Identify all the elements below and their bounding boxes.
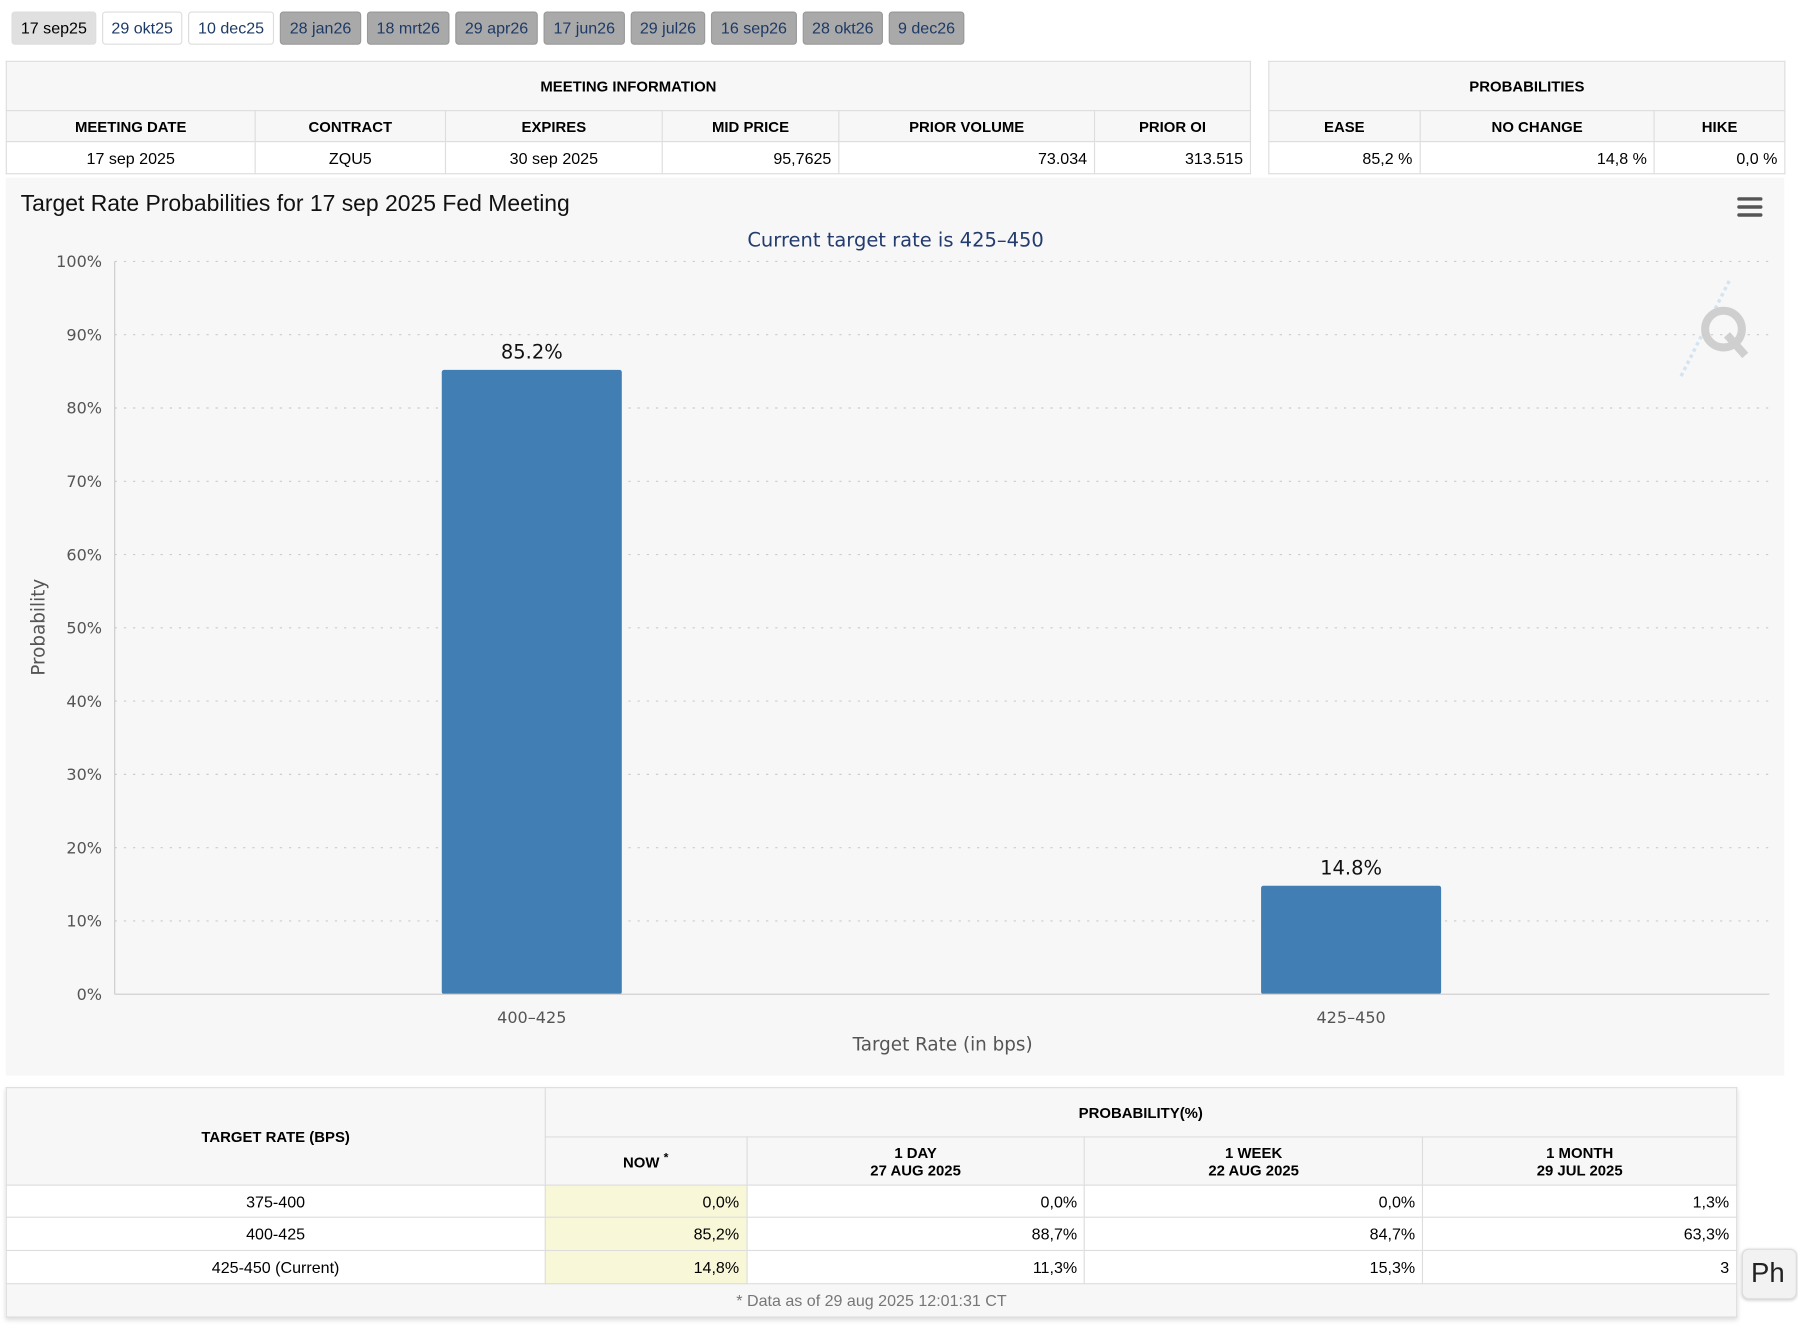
cell-week: 15,3% [1084, 1249, 1424, 1285]
tab-17-jun26[interactable]: 17 jun26 [543, 11, 625, 45]
col-1-day: 1 DAY 27 AUG 2025 [746, 1136, 1086, 1186]
y-tick-label: 20% [66, 838, 102, 857]
x-tick-label: 425–450 [1316, 1008, 1385, 1027]
cell-month: 3 [1422, 1249, 1738, 1285]
y-tick-label: 50% [66, 619, 102, 638]
tab-17-sep25[interactable]: 17 sep25 [11, 11, 97, 45]
col-now: NOW * [544, 1136, 748, 1186]
chart-subtitle: Current target rate is 425–450 [747, 229, 1043, 252]
bar-425–450[interactable] [1261, 885, 1442, 995]
y-tick-label: 70% [66, 472, 102, 491]
target-rate-chart: Target Rate Probabilities for 17 sep 202… [5, 177, 1785, 1076]
col-label: NOW [622, 1153, 660, 1171]
chart-svg: Target Rate Probabilities for 17 sep 202… [21, 190, 1770, 1055]
y-tick-label: 40% [66, 692, 102, 711]
col-target-rate: TARGET RATE (BPS) [5, 1087, 546, 1186]
col-prior-volume: PRIOR VOLUME [838, 110, 1096, 143]
no-change-value: 14,8 % [1419, 141, 1655, 175]
bar-400–425[interactable] [441, 369, 622, 995]
cell-rate: 400-425 [5, 1216, 546, 1252]
q-watermark-logo [1678, 280, 1749, 380]
x-tick-label: 400–425 [497, 1008, 566, 1027]
x-axis-title: Target Rate (in bps) [852, 1034, 1033, 1055]
contract: ZQU5 [254, 141, 447, 175]
meeting-info-title: MEETING INFORMATION [5, 60, 1252, 112]
col-label: 1 MONTH [1546, 1143, 1614, 1162]
probability-header: PROBABILITY(%) [544, 1087, 1738, 1138]
cell-month: 1,3% [1422, 1184, 1738, 1218]
col-expires: EXPIRES [444, 110, 663, 143]
col-mid-price: MID PRICE [661, 110, 840, 143]
y-tick-label: 0% [77, 985, 102, 1004]
y-tick-label: 10% [66, 912, 102, 931]
y-tick-label: 80% [66, 399, 102, 418]
tab-29-jul26[interactable]: 29 jul26 [630, 11, 706, 45]
hamburger-menu-icon[interactable] [1737, 197, 1763, 217]
col-date: 22 AUG 2025 [1208, 1161, 1299, 1179]
cell-day: 88,7% [746, 1216, 1086, 1252]
mid-price: 95,7625 [661, 141, 840, 175]
tab-28-okt26[interactable]: 28 okt26 [802, 11, 883, 45]
tab-10-dec25[interactable]: 10 dec25 [188, 11, 275, 45]
col-label: 1 WEEK [1225, 1143, 1283, 1162]
col-contract: CONTRACT [254, 110, 447, 143]
tooltip: Ph [1741, 1248, 1797, 1300]
col-prior-oi: PRIOR OI [1093, 110, 1252, 143]
probabilities-title: PROBABILITIES [1268, 60, 1786, 112]
cell-day: 11,3% [746, 1249, 1086, 1285]
table-row: 375-400 0,0% 0,0% 0,0% 1,3% [5, 1184, 1738, 1218]
cell-now: 0,0% [544, 1184, 748, 1218]
y-tick-label: 30% [66, 765, 102, 784]
col-1-month: 1 MONTH 29 JUL 2025 [1422, 1136, 1738, 1186]
hike-value: 0,0 % [1653, 141, 1786, 175]
tab-29-apr26[interactable]: 29 apr26 [455, 11, 538, 45]
data-label: 85.2% [501, 340, 563, 363]
col-ease: EASE [1268, 110, 1421, 143]
probabilities-table: PROBABILITIES EASE NO CHANGE HIKE 85,2 %… [1268, 60, 1786, 175]
cell-rate: 425-450 (Current) [5, 1249, 546, 1285]
tab-9-dec26[interactable]: 9 dec26 [888, 11, 965, 45]
cell-day: 0,0% [746, 1184, 1086, 1218]
expires: 30 sep 2025 [444, 141, 663, 175]
col-1-week: 1 WEEK 22 AUG 2025 [1084, 1136, 1424, 1186]
y-axis-title: Probability [29, 579, 50, 676]
cell-rate: 375-400 [5, 1184, 546, 1218]
meeting-date: 17 sep 2025 [5, 141, 256, 175]
chart-title: Target Rate Probabilities for 17 sep 202… [21, 190, 570, 216]
col-hike: HIKE [1653, 110, 1786, 143]
cell-week: 0,0% [1084, 1184, 1424, 1218]
cell-now: 85,2% [544, 1216, 748, 1252]
footnote: * Data as of 29 aug 2025 12:01:31 CT [5, 1283, 1738, 1318]
col-no-change: NO CHANGE [1419, 110, 1655, 143]
rates-table: TARGET RATE (BPS) PROBABILITY(%) NOW * 1 … [5, 1087, 1738, 1318]
tab-16-sep26[interactable]: 16 sep26 [710, 11, 797, 45]
col-label: 1 DAY [894, 1143, 937, 1162]
table-row: 400-425 85,2% 88,7% 84,7% 63,3% [5, 1216, 1738, 1252]
cell-now: 14,8% [544, 1249, 748, 1285]
footnote-marker: * [663, 1151, 669, 1165]
col-date: 29 JUL 2025 [1536, 1161, 1623, 1179]
data-label: 14.8% [1320, 856, 1382, 879]
col-date: 27 AUG 2025 [870, 1161, 961, 1179]
col-meeting-date: MEETING DATE [5, 110, 256, 143]
cell-month: 63,3% [1422, 1216, 1738, 1252]
tab-28-jan26[interactable]: 28 jan26 [279, 11, 362, 45]
cell-week: 84,7% [1084, 1216, 1424, 1252]
prior-oi: 313.515 [1093, 141, 1252, 175]
y-tick-label: 100% [56, 252, 102, 271]
meeting-info-table: MEETING INFORMATION MEETING DATE CONTRAC… [5, 60, 1252, 175]
table-row: 425-450 (Current) 14,8% 11,3% 15,3% 3 [5, 1249, 1738, 1285]
prior-volume: 73.034 [838, 141, 1096, 175]
tab-29-okt25[interactable]: 29 okt25 [102, 11, 183, 45]
y-tick-label: 90% [66, 325, 102, 344]
ease-value: 85,2 % [1268, 141, 1421, 175]
y-tick-label: 60% [66, 545, 102, 564]
tab-18-mrt26[interactable]: 18 mrt26 [366, 11, 450, 45]
